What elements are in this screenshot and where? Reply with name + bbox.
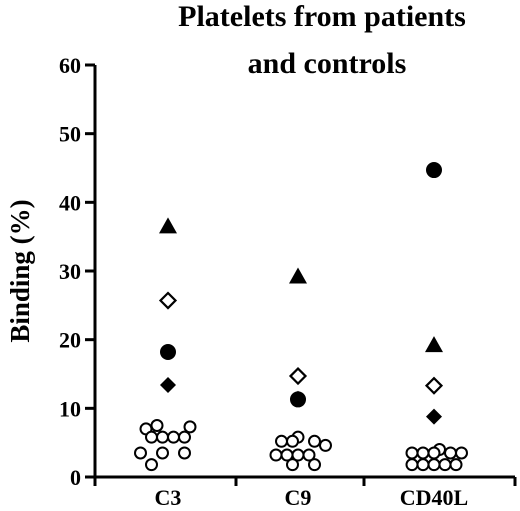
data-point-open-circle — [134, 446, 147, 460]
y-tick-label: 40 — [59, 190, 81, 215]
data-points — [134, 162, 468, 472]
data-point-open-circle — [183, 420, 197, 434]
data-point-open-circle — [156, 430, 169, 444]
data-point-open-circle — [286, 458, 299, 472]
data-point-filled-circle — [426, 162, 442, 179]
data-point-filled-diamond — [426, 408, 442, 425]
chart-title-line-2: and controls — [248, 47, 407, 80]
data-point-open-circle — [275, 434, 288, 448]
data-point-filled-triangle — [425, 336, 443, 353]
y-tick-label: 50 — [59, 122, 81, 147]
data-point-open-circle — [167, 430, 180, 444]
data-point-open-circle — [145, 430, 158, 444]
data-point-filled-diamond — [160, 376, 176, 393]
data-point-open-circle — [145, 458, 158, 472]
y-tick-label: 10 — [59, 396, 81, 421]
y-tick-label: 30 — [59, 259, 81, 284]
x-tick-label: C9 — [285, 485, 312, 510]
x-tick-label: C3 — [155, 485, 182, 510]
x-tick-label: CD40L — [400, 485, 468, 510]
y-tick-label: 20 — [59, 328, 81, 353]
data-point-open-circle — [444, 446, 457, 460]
data-point-open-diamond — [288, 367, 308, 386]
y-tick-label: 0 — [70, 465, 81, 490]
data-point-open-circle — [449, 458, 463, 472]
axes: 0 10 20 30 40 50 60 C3 C9 CD40L — [59, 53, 517, 510]
data-point-open-circle — [286, 434, 299, 448]
data-point-open-circle — [405, 446, 419, 460]
data-point-open-circle — [269, 448, 283, 462]
y-tick-label: 60 — [59, 53, 81, 78]
data-point-open-circle — [319, 438, 332, 452]
data-point-open-circle — [178, 446, 191, 460]
data-point-filled-triangle — [289, 267, 307, 284]
data-point-open-circle — [156, 446, 169, 460]
data-point-open-diamond — [424, 376, 444, 395]
data-point-open-circle — [178, 430, 191, 444]
data-point-open-circle — [308, 458, 321, 472]
data-point-open-circle — [455, 446, 468, 460]
data-point-open-circle — [416, 446, 430, 460]
data-point-open-circle — [405, 458, 419, 472]
data-point-filled-triangle — [159, 217, 177, 234]
data-point-open-circle — [308, 434, 321, 448]
y-axis-label: Binding (%) — [5, 199, 35, 342]
data-point-open-circle — [150, 419, 164, 432]
data-point-open-diamond — [158, 291, 178, 310]
chart-title-line-1: Platelets from patients — [178, 0, 466, 33]
data-point-filled-circle — [160, 344, 176, 361]
data-point-open-circle — [427, 458, 441, 472]
data-point-open-circle — [427, 446, 441, 460]
data-point-open-circle — [416, 458, 430, 472]
data-point-open-circle — [302, 448, 316, 462]
data-point-open-circle — [438, 458, 452, 472]
data-point-filled-diamond — [290, 390, 306, 407]
